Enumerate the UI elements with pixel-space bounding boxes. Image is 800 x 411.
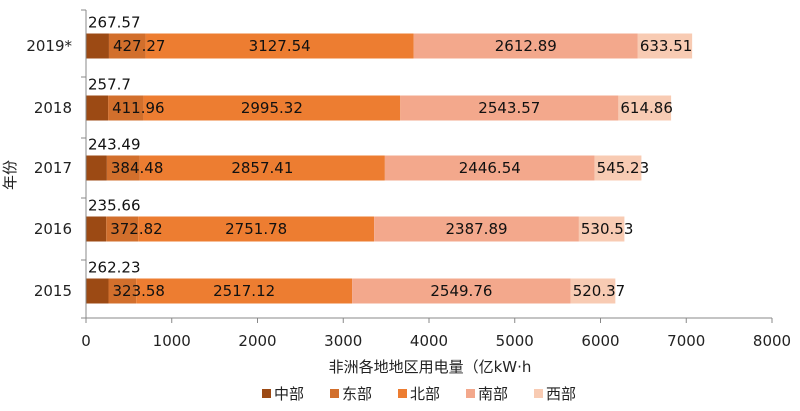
data-label: 2517.12 [213,282,275,300]
category-label: 2015 [34,282,72,300]
y-axis-title: 年份 [1,160,19,190]
bar-segment [108,95,144,121]
bar-segment [86,33,109,59]
bar-segment [86,155,107,181]
data-label: 2995.32 [241,99,303,117]
x-tick-label: 2000 [238,332,276,350]
x-tick-label: 1000 [153,332,191,350]
category-label: 2017 [34,159,72,177]
category-label: 2016 [34,220,72,238]
legend-swatch [330,389,339,398]
data-label: 262.23 [88,259,141,277]
labels-layer: 267.57 427.27 3127.54 2612.89 633.51 257.7 411… [88,14,692,301]
data-label: 427.27 [113,37,165,55]
legend-label: 中部 [274,385,304,403]
legend-label: 北部 [410,385,440,403]
bar-segment [139,155,385,181]
bar-segment [106,155,140,181]
category-label: 2019* [26,37,72,55]
bar-segment [145,33,414,59]
data-label: 520.37 [573,282,626,300]
bars-layer [86,33,693,304]
data-label: 267.57 [88,14,141,32]
data-label: 2446.54 [459,159,521,177]
bar-segment [106,216,139,242]
bar-segment [86,278,109,304]
bar-segment [352,278,571,304]
x-tick-label: 4000 [410,332,448,350]
legend-swatch [466,389,475,398]
bar-segment [384,155,595,181]
bar-segment [143,95,401,121]
data-label: 372.82 [110,220,163,238]
x-tick-label: 0 [81,332,91,350]
data-label: 2549.76 [430,282,492,300]
bar-segment [374,216,579,242]
bar-segment [400,95,619,121]
data-label: 2857.41 [231,159,293,177]
data-label: 384.48 [111,159,164,177]
bar-segment [108,278,137,304]
category-label: 2018 [34,99,72,117]
legend-swatch [262,389,271,398]
data-label: 2387.89 [446,220,508,238]
x-axis-ticks: 0 1000 2000 3000 4000 5000 6000 7000 8000 [81,9,791,350]
data-label: 257.7 [88,76,131,94]
data-label: 633.51 [640,37,693,55]
data-label: 243.49 [88,136,141,154]
bar-segment [637,33,693,59]
legend-swatch [398,389,407,398]
bar-segment [86,216,107,242]
data-label: 411.96 [112,99,165,117]
x-tick-label: 8000 [753,332,791,350]
legend-swatch [534,389,543,398]
bar-segment [413,33,638,59]
x-tick-label: 3000 [324,332,362,350]
bar-segment [578,216,625,242]
x-tick-label: 6000 [581,332,619,350]
bar-segment [86,95,109,121]
x-tick-label: 7000 [667,332,705,350]
bar-segment [618,95,672,121]
bar-segment [138,216,375,242]
data-label: 545.23 [597,159,650,177]
data-label: 2612.89 [495,37,557,55]
data-label: 614.86 [620,99,673,117]
bar-segment [136,278,353,304]
y-axis-categories: 2019* 2018 2017 2016 2015 [26,37,72,300]
x-axis-title: 非洲各地地区用电量（亿kW·h [329,358,532,376]
legend: 中部 东部 北部 南部 西部 [262,385,576,403]
data-label: 323.58 [112,282,165,300]
x-tick-label: 5000 [496,332,534,350]
data-label: 3127.54 [249,37,311,55]
bar-segment [594,155,642,181]
data-label: 530.53 [581,220,634,238]
data-label: 2751.78 [225,220,287,238]
bar-segment [570,278,616,304]
legend-label: 东部 [342,385,372,403]
data-label: 2543.57 [478,99,540,117]
legend-label: 西部 [546,385,576,403]
legend-label: 南部 [478,385,508,403]
bar-segment [108,33,146,59]
data-label: 235.66 [88,197,141,215]
